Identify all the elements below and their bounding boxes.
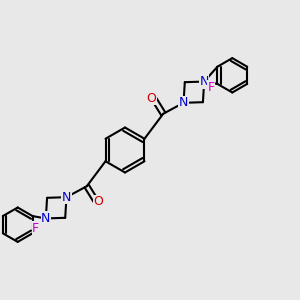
Text: N: N xyxy=(62,191,71,204)
Text: O: O xyxy=(146,92,156,105)
Text: N: N xyxy=(200,75,209,88)
Text: O: O xyxy=(94,195,103,208)
Text: N: N xyxy=(179,96,188,109)
Text: F: F xyxy=(208,80,215,94)
Text: N: N xyxy=(41,212,50,225)
Text: F: F xyxy=(32,222,39,235)
